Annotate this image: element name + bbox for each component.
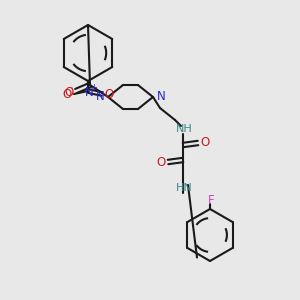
- Text: O: O: [104, 88, 114, 101]
- Text: HN: HN: [176, 183, 192, 193]
- Text: O: O: [62, 88, 72, 101]
- Text: N: N: [85, 85, 93, 98]
- Text: O: O: [156, 155, 166, 169]
- Text: O: O: [64, 86, 74, 100]
- Text: F: F: [208, 194, 214, 206]
- Text: ⁻: ⁻: [69, 85, 73, 94]
- Text: N: N: [96, 91, 104, 103]
- Text: N: N: [157, 91, 165, 103]
- Text: +: +: [91, 82, 98, 91]
- Text: NH: NH: [176, 124, 192, 134]
- Text: O: O: [200, 136, 210, 149]
